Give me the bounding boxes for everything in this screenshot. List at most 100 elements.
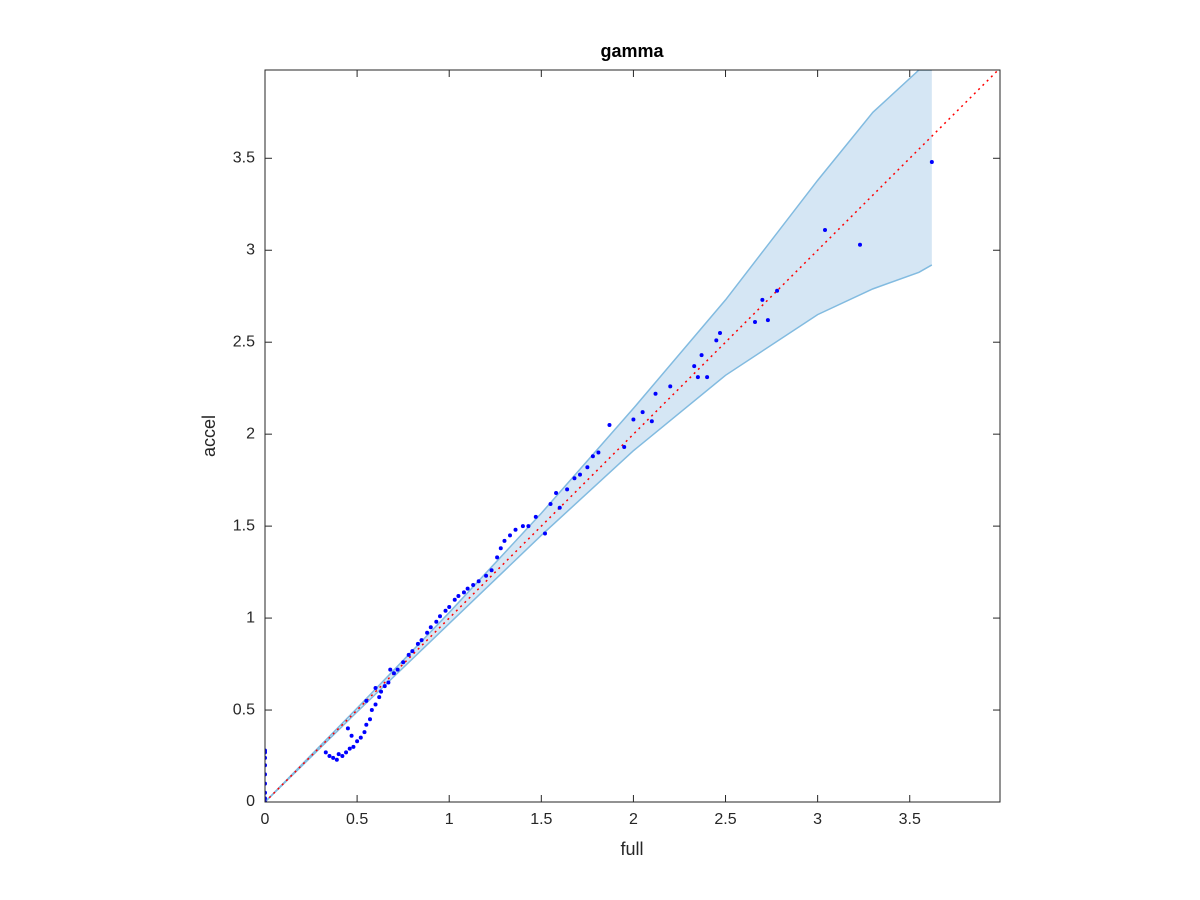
data-point bbox=[391, 671, 396, 676]
data-point bbox=[382, 684, 387, 689]
x-tick-label: 3 bbox=[813, 811, 822, 828]
band-lower-edge bbox=[265, 264, 933, 802]
data-point bbox=[461, 590, 466, 595]
axes-box bbox=[264, 69, 1001, 803]
y-tick-label: 1.5 bbox=[233, 517, 255, 534]
x-tick-label: 1.5 bbox=[530, 811, 552, 828]
data-point bbox=[386, 680, 391, 685]
data-point bbox=[622, 445, 627, 450]
confidence-band bbox=[265, 70, 932, 802]
data-point bbox=[653, 391, 658, 396]
data-point bbox=[425, 630, 430, 635]
x-axis-label: full bbox=[620, 839, 643, 859]
data-point bbox=[718, 331, 722, 336]
data-point bbox=[596, 450, 601, 455]
data-point bbox=[858, 242, 862, 247]
data-point bbox=[508, 533, 512, 538]
data-point bbox=[395, 667, 400, 672]
data-point bbox=[823, 228, 827, 233]
x-tick-label: 0.5 bbox=[346, 811, 368, 828]
data-point bbox=[714, 338, 719, 343]
y-tick-label: 3.5 bbox=[233, 150, 255, 167]
data-point bbox=[331, 755, 336, 760]
data-point bbox=[471, 582, 476, 587]
data-point bbox=[498, 546, 503, 551]
data-point bbox=[351, 744, 356, 749]
data-point bbox=[548, 502, 553, 507]
data-point bbox=[415, 641, 420, 646]
chart-title: gamma bbox=[600, 41, 664, 61]
data-point bbox=[585, 465, 590, 470]
data-point bbox=[364, 722, 369, 727]
data-point bbox=[557, 505, 562, 510]
data-point bbox=[929, 159, 934, 164]
data-point bbox=[649, 419, 654, 424]
data-point bbox=[543, 531, 547, 536]
data-point bbox=[495, 555, 500, 560]
data-point bbox=[364, 698, 369, 703]
data-point bbox=[692, 364, 697, 369]
data-point bbox=[765, 318, 770, 323]
data-point bbox=[513, 527, 518, 532]
data-point bbox=[443, 608, 448, 613]
data-point bbox=[410, 649, 415, 654]
data-point bbox=[465, 586, 470, 591]
data-point bbox=[705, 375, 710, 380]
data-point bbox=[377, 695, 382, 700]
data-point bbox=[358, 735, 363, 740]
data-point bbox=[340, 754, 345, 759]
x-tick-label: 2 bbox=[629, 811, 638, 828]
data-point bbox=[526, 524, 531, 529]
data-point bbox=[533, 514, 538, 519]
data-point bbox=[452, 597, 457, 602]
data-point bbox=[428, 625, 433, 630]
plot-area bbox=[265, 70, 1000, 802]
axes: 0 0.5 1 1.5 2 2.5 3 3.5 0 0.5 1 1.5 2 2.5 3 3.5 bbox=[233, 69, 1001, 828]
y-tick-label: 0.5 bbox=[233, 701, 255, 718]
data-point bbox=[760, 297, 765, 302]
x-tick-label: 2.5 bbox=[714, 811, 736, 828]
data-point bbox=[401, 660, 406, 665]
data-point bbox=[347, 746, 352, 751]
data-point bbox=[369, 708, 374, 713]
data-point bbox=[336, 752, 341, 757]
data-point bbox=[456, 594, 461, 599]
y-tick-label: 2.5 bbox=[233, 333, 255, 350]
data-point bbox=[447, 605, 452, 610]
data-point bbox=[334, 757, 339, 762]
data-point bbox=[373, 685, 378, 690]
data-point bbox=[362, 730, 367, 735]
y-tick-label: 1 bbox=[246, 609, 255, 626]
data-point bbox=[607, 422, 612, 427]
data-point bbox=[699, 353, 704, 358]
data-point bbox=[631, 417, 636, 422]
data-point bbox=[368, 717, 372, 722]
data-point bbox=[476, 579, 481, 584]
data-point bbox=[434, 619, 439, 624]
data-point bbox=[640, 410, 645, 415]
reference-line bbox=[265, 70, 1000, 802]
data-point bbox=[388, 667, 393, 672]
data-point bbox=[438, 614, 442, 619]
y-tick-label: 3 bbox=[246, 241, 255, 258]
data-point bbox=[668, 384, 673, 389]
data-point bbox=[502, 538, 507, 543]
data-point bbox=[344, 750, 349, 755]
data-point bbox=[379, 689, 384, 694]
data-point bbox=[323, 750, 328, 755]
data-point bbox=[345, 726, 350, 731]
data-point bbox=[554, 491, 559, 496]
x-tick-label: 3.5 bbox=[899, 811, 921, 828]
data-point bbox=[565, 487, 570, 492]
data-point bbox=[775, 288, 780, 293]
y-axis-label: accel bbox=[199, 415, 219, 457]
data-point bbox=[406, 652, 411, 657]
data-point bbox=[578, 472, 582, 477]
data-point bbox=[572, 476, 577, 481]
y-tick-label: 0 bbox=[246, 793, 255, 810]
data-point bbox=[489, 568, 494, 573]
data-point bbox=[373, 702, 378, 707]
data-point bbox=[695, 375, 700, 380]
data-point bbox=[520, 524, 525, 529]
